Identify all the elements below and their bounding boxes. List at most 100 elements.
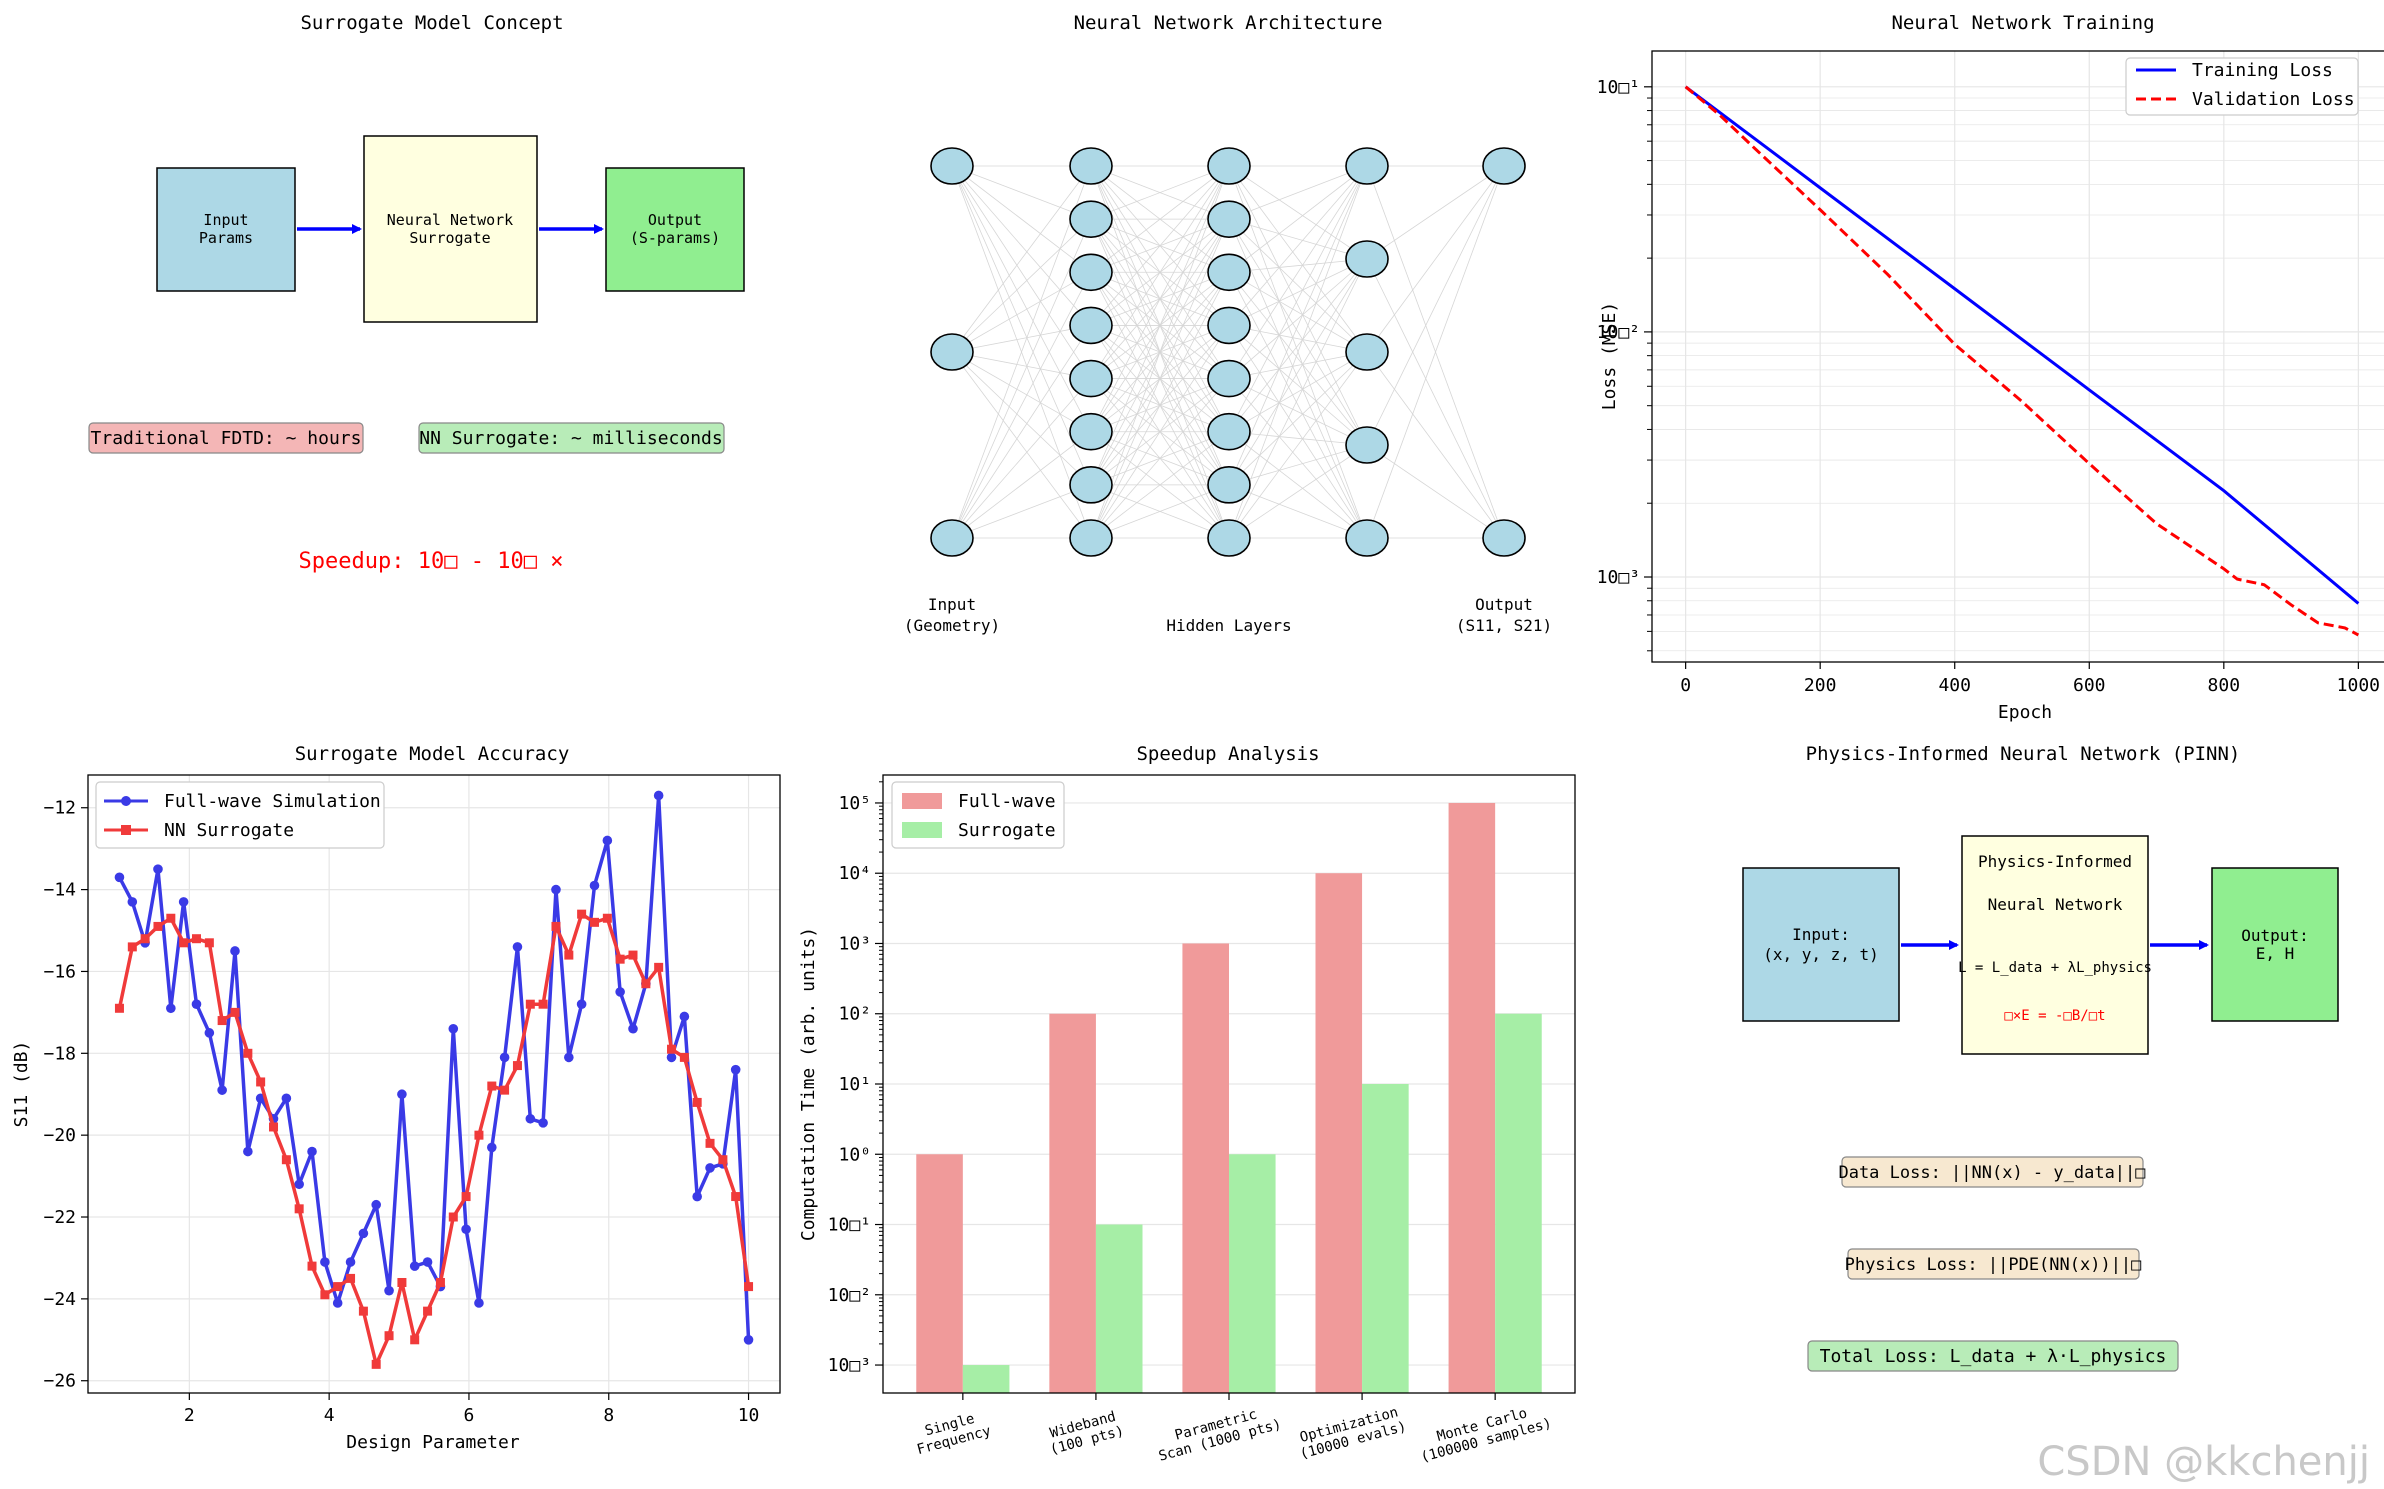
y-tick-label: 10² [838,1004,871,1025]
nn-architecture-panel: Neural Network Architecture Input (Geome… [904,12,1552,635]
nn-box-line1: Neural Network [387,211,513,229]
series-line-validation-loss [1684,85,2360,637]
neuron [1069,466,1113,504]
data-point [422,1257,433,1267]
nn-connection [1228,258,1368,432]
data-point [409,1261,420,1271]
data-point [499,1052,510,1063]
data-point [320,1257,330,1267]
data-point [564,950,574,960]
nn-connection [951,165,1092,353]
output-box-line1: Output [648,211,702,229]
nn-connection [1228,165,1368,326]
bar-fullwave [1315,873,1363,1393]
y-tick-label: 10⁵ [838,793,871,814]
neuron [1207,200,1251,238]
x-tick-label: 10 [738,1405,760,1426]
legend-swatch-fullwave [902,793,942,809]
y-tick-label: 10□² [1597,322,1640,343]
y-tick-label: −26 [43,1371,76,1392]
x-tick-label: Monte Carlo(100000 samples) [1415,1400,1554,1466]
data-point [358,1306,368,1316]
nn-connection [1228,351,1368,539]
nn-connection [1228,444,1368,539]
y-tick-label: 10□¹ [828,1215,871,1236]
nn-connection [1090,165,1230,379]
data-point [294,1204,304,1214]
pinn-input-box [1742,867,1900,1022]
data-point [654,962,664,972]
data-point [525,1113,536,1124]
x-tick-label: ParametricScan (1000 pts) [1153,1401,1283,1465]
chart-title: Speedup Analysis [1136,743,1319,765]
legend-label-fullwave: Full-wave [958,791,1056,812]
nn-connection [951,165,1092,539]
data-point [384,1285,394,1296]
data-point [692,1097,702,1107]
data-point [538,999,548,1009]
nn-connection [951,165,1092,486]
data-point [461,1224,471,1235]
series-line-training-loss [1684,85,2360,605]
series-line-fullwave [117,793,751,1340]
data-point [320,1290,330,1300]
axis-ticks: 0 200 400 600 800 1000 10□¹ 10□² 10□³ [1597,77,2380,696]
pinn-input-line1: Input: [1792,925,1850,944]
nn-connections [951,165,1505,539]
data-point [410,1335,420,1345]
input-box-line1: Input [203,211,248,229]
nn-connection [1090,431,1230,539]
bar-surrogate [1229,1154,1276,1393]
x-tick-label: SingleFrequency [911,1408,993,1459]
data-point [243,1048,253,1058]
y-tick-label: −16 [43,961,76,982]
nn-neurons [930,147,1526,557]
nn-connection [951,351,1092,539]
nn-connection [1366,444,1505,539]
data-point [577,909,587,919]
nn-connection [1228,258,1368,326]
nn-connection [1228,165,1368,446]
x-tick-label: 0 [1680,675,1691,696]
nn-connection [1366,165,1505,260]
neuron [1207,412,1251,451]
data-point [269,1122,279,1132]
y-tick-label: 10□² [828,1285,871,1306]
nn-connection [1228,258,1368,273]
bar-surrogate [1495,1013,1542,1393]
plot-frame [1651,50,2384,663]
y-tick-label: 10□³ [1597,567,1640,588]
data-point [153,921,163,931]
x-tick-label: 200 [1804,675,1837,696]
panel-title: Neural Network Architecture [1074,12,1383,34]
data-point [358,1228,369,1239]
nn-connection [1228,325,1368,539]
hidden-layers-label: Hidden Layers [1166,616,1291,635]
pinn-network-line2: Neural Network [1988,895,2123,914]
data-point [743,1334,754,1345]
output-box-line2: (S-params) [630,229,720,247]
nn-connection [1228,165,1368,486]
data-point [127,897,138,907]
data-point [602,835,613,846]
neuron [1207,519,1251,557]
nn-connection [1228,165,1368,273]
nn-connection [1228,272,1368,539]
nn-connection [1090,165,1230,486]
pinn-output-line1: Output: [2241,926,2308,945]
y-tick-label: 10¹ [838,1074,871,1095]
y-tick-label: −18 [43,1043,76,1064]
y-tick-label: 10□³ [828,1355,871,1376]
data-point [140,934,150,944]
data-point [281,1093,292,1104]
output-layer-label-line1: Output [1475,595,1533,614]
pinn-input-line2: (x, y, z, t) [1763,945,1879,964]
series-line-nn-surrogate [117,912,751,1367]
input-layer-label-line2: (Geometry) [904,616,1000,635]
physics-loss-box [1847,1248,2140,1280]
nn-connection [951,165,1092,432]
nn-connection [1228,431,1368,446]
data-point [281,1155,291,1165]
nn-connection [951,431,1092,539]
x-tick-label: Optimization(10000 evals) [1294,1403,1408,1462]
